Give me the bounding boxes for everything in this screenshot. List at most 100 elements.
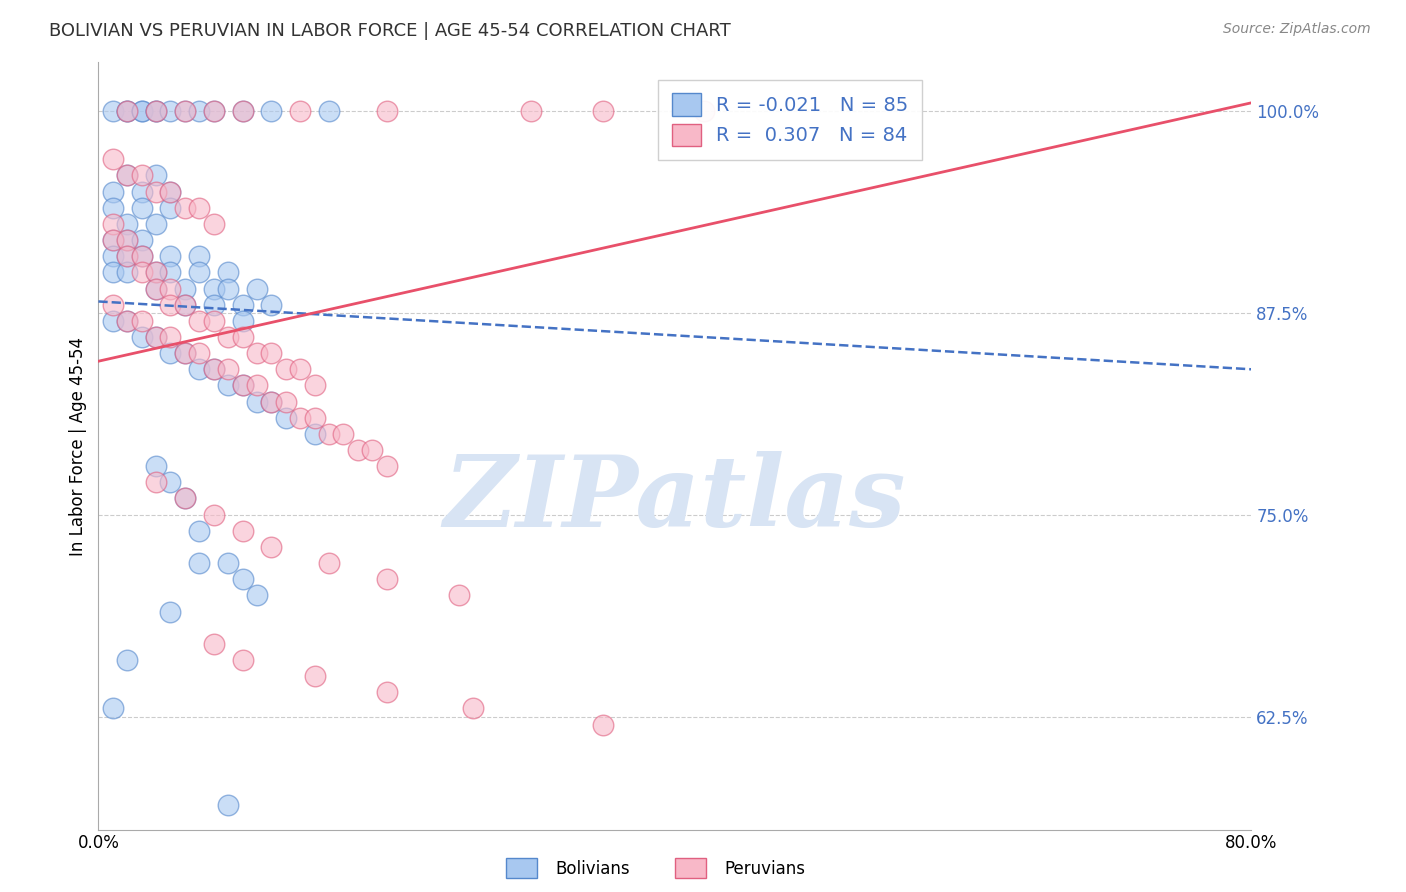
Point — [145, 265, 167, 279]
Point — [375, 572, 398, 586]
Point — [332, 426, 354, 441]
Y-axis label: In Labor Force | Age 45-54: In Labor Force | Age 45-54 — [69, 336, 87, 556]
Point — [274, 394, 297, 409]
Point — [461, 701, 484, 715]
Point — [290, 362, 312, 376]
Point — [202, 103, 225, 118]
Point — [188, 314, 211, 328]
Point — [117, 233, 139, 247]
Point — [290, 103, 312, 118]
Point — [375, 459, 398, 474]
Point — [260, 298, 283, 312]
Point — [231, 378, 254, 392]
Point — [174, 281, 197, 295]
Point — [260, 540, 283, 554]
Point — [101, 233, 124, 247]
Point — [260, 394, 283, 409]
Point — [188, 524, 211, 538]
Point — [693, 103, 716, 118]
Text: Bolivians: Bolivians — [555, 860, 630, 878]
Point — [231, 298, 254, 312]
Point — [159, 475, 181, 490]
Text: Peruvians: Peruvians — [724, 860, 806, 878]
Point — [217, 556, 239, 570]
Point — [117, 169, 139, 183]
Point — [101, 249, 124, 263]
Point — [145, 475, 167, 490]
Text: ZIPatlas: ZIPatlas — [444, 451, 905, 548]
Point — [131, 265, 153, 279]
Point — [520, 103, 543, 118]
Point — [318, 556, 340, 570]
Point — [117, 169, 139, 183]
Point — [131, 201, 153, 215]
Point — [318, 426, 340, 441]
Point — [145, 330, 167, 344]
Point — [131, 233, 153, 247]
Point — [159, 298, 181, 312]
Point — [101, 298, 124, 312]
Point — [188, 346, 211, 360]
Point — [361, 443, 384, 458]
Point — [202, 298, 225, 312]
Point — [231, 524, 254, 538]
Point — [202, 314, 225, 328]
Point — [188, 103, 211, 118]
Point — [101, 265, 124, 279]
Point — [246, 346, 269, 360]
Point — [174, 491, 197, 506]
Point — [290, 410, 312, 425]
Point — [131, 103, 153, 118]
Point — [117, 249, 139, 263]
Point — [145, 330, 167, 344]
Point — [145, 281, 167, 295]
Point — [217, 362, 239, 376]
Point — [188, 556, 211, 570]
Point — [159, 103, 181, 118]
Point — [447, 588, 470, 602]
Point — [159, 605, 181, 619]
Point — [159, 265, 181, 279]
Legend: R = -0.021   N = 85, R =  0.307   N = 84: R = -0.021 N = 85, R = 0.307 N = 84 — [658, 79, 922, 160]
Point — [260, 394, 283, 409]
Point — [260, 346, 283, 360]
Point — [117, 217, 139, 231]
Point — [231, 314, 254, 328]
Point — [188, 201, 211, 215]
Text: Source: ZipAtlas.com: Source: ZipAtlas.com — [1223, 22, 1371, 37]
Point — [131, 249, 153, 263]
Point — [217, 330, 239, 344]
Point — [260, 103, 283, 118]
Point — [174, 346, 197, 360]
Point — [101, 185, 124, 199]
Point — [188, 265, 211, 279]
Point — [145, 217, 167, 231]
Point — [304, 378, 326, 392]
Point — [231, 103, 254, 118]
Point — [117, 265, 139, 279]
Point — [375, 103, 398, 118]
Point — [202, 637, 225, 651]
Point — [174, 491, 197, 506]
Point — [117, 233, 139, 247]
Point — [145, 281, 167, 295]
Point — [274, 410, 297, 425]
Point — [217, 265, 239, 279]
Point — [231, 103, 254, 118]
Point — [145, 103, 167, 118]
Point — [159, 185, 181, 199]
Point — [159, 185, 181, 199]
Point — [101, 153, 124, 167]
Point — [202, 362, 225, 376]
Point — [117, 103, 139, 118]
Point — [159, 330, 181, 344]
Point — [145, 103, 167, 118]
Point — [145, 185, 167, 199]
Point — [117, 314, 139, 328]
Point — [174, 103, 197, 118]
Point — [202, 217, 225, 231]
Point — [101, 217, 124, 231]
Point — [174, 298, 197, 312]
Point — [304, 410, 326, 425]
Point — [145, 265, 167, 279]
